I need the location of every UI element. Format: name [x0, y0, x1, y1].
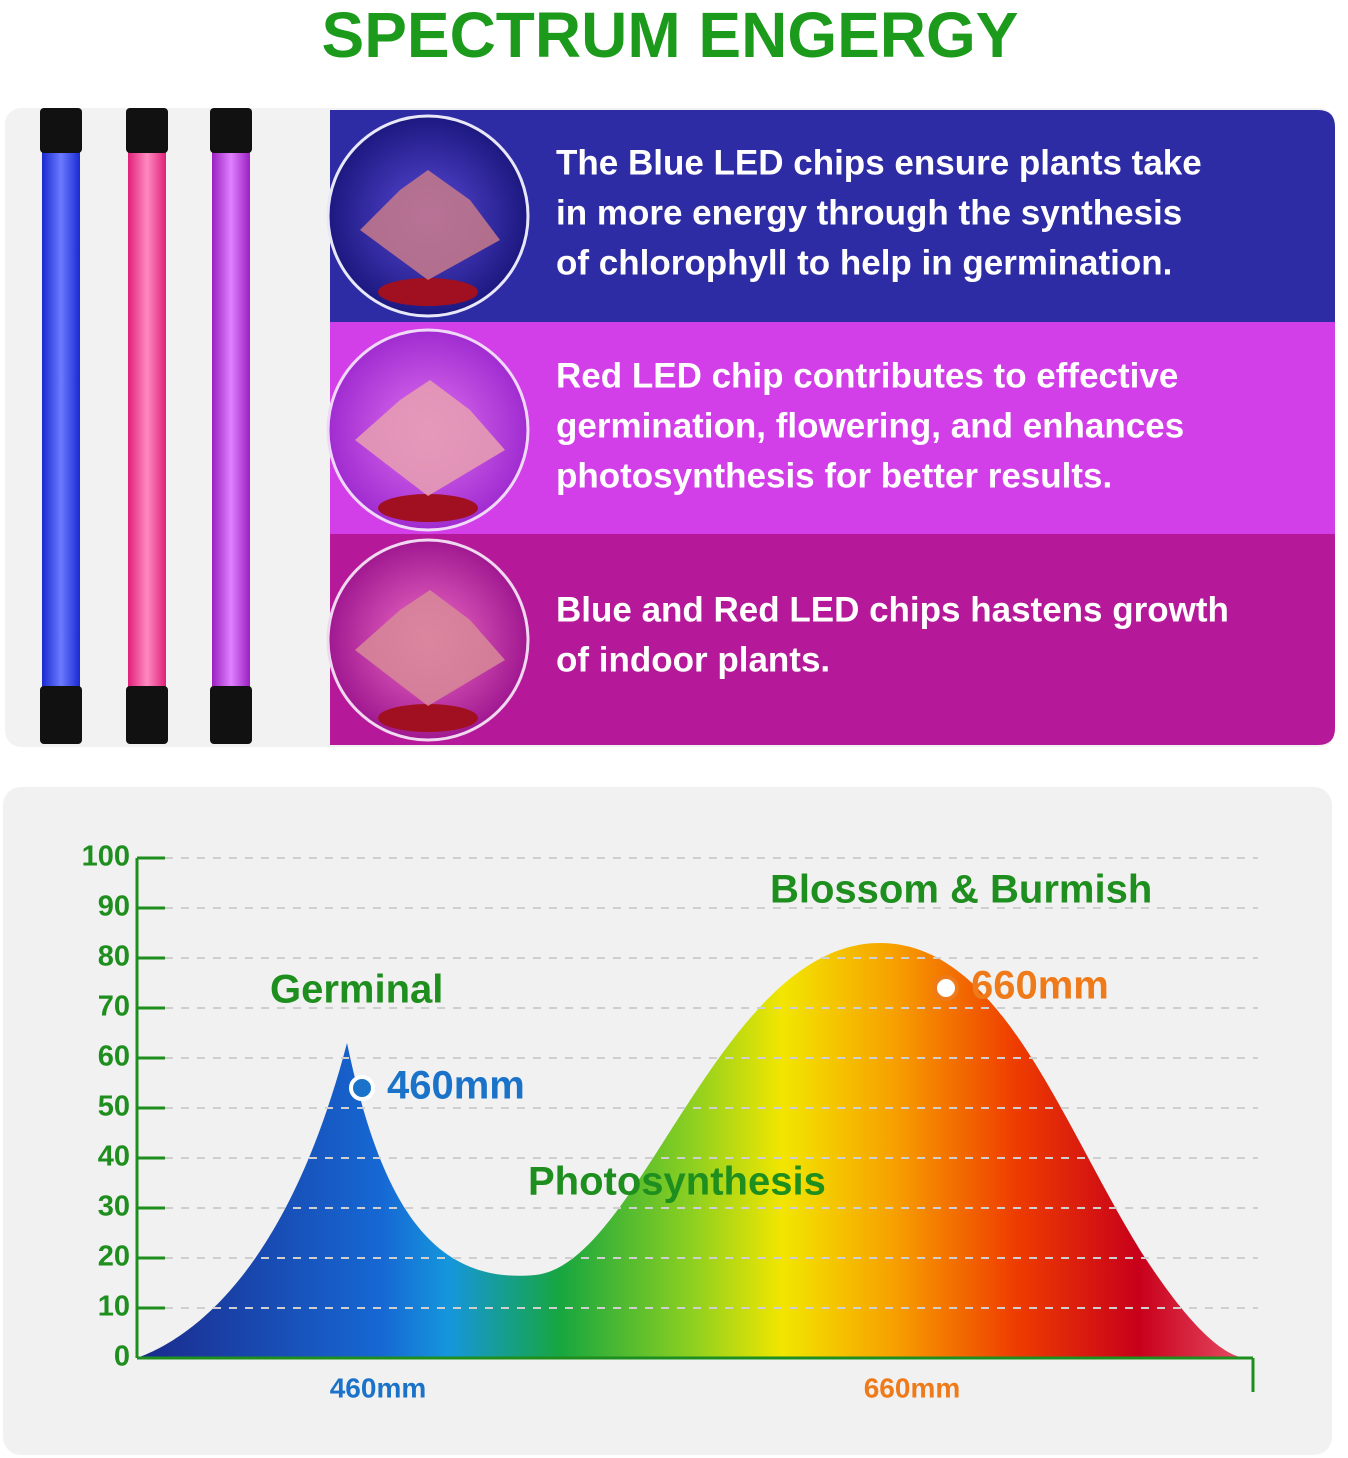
panel-text: of chlorophyll to help in germination. [556, 243, 1172, 282]
annotation: Photosynthesis [528, 1160, 826, 1204]
plant-leaves [360, 170, 500, 280]
plant-pot [378, 494, 478, 522]
panel-text: in more energy through the synthesis [556, 193, 1182, 232]
y-tick-label: 60 [98, 1041, 130, 1073]
y-tick-label: 40 [98, 1141, 130, 1173]
band-blue [330, 110, 1335, 322]
y-tick-label: 10 [98, 1291, 130, 1323]
y-tick-label: 20 [98, 1241, 130, 1273]
plant-leaves [355, 380, 505, 496]
y-tick-label: 30 [98, 1191, 130, 1223]
panel-text: Red LED chip contributes to effective [556, 356, 1178, 395]
marker-label: 460mm [387, 1064, 525, 1108]
tube-cap [40, 108, 82, 153]
x-tick-label: 460mm [330, 1372, 427, 1403]
y-tick-label: 100 [82, 841, 130, 873]
annotation: Germinal [270, 968, 443, 1012]
tubes [40, 108, 252, 744]
tube-mixed [212, 112, 250, 742]
marker-label: 660mm [971, 964, 1109, 1008]
y-tick-label: 0 [114, 1341, 130, 1373]
tube-cap [40, 686, 82, 744]
tube-cap [126, 108, 168, 153]
plant-pot [378, 704, 478, 732]
y-tick-label: 70 [98, 991, 130, 1023]
band-magenta [330, 534, 1335, 745]
panel-text: germination, flowering, and enhances [556, 406, 1184, 445]
led-panel: The Blue LED chips ensure plants take in … [5, 108, 1335, 747]
marker [349, 1075, 375, 1101]
marker [933, 975, 959, 1001]
tube-cap [210, 686, 252, 744]
tube-blue [42, 112, 80, 742]
chart-panel: 0 10 20 30 40 50 60 70 80 90 100 460mm 660mm Germinal… [3, 787, 1332, 1455]
tube-red [128, 112, 166, 742]
x-tick-label: 660mm [864, 1372, 961, 1403]
y-tick-label: 80 [98, 941, 130, 973]
panel-text: of indoor plants. [556, 640, 830, 679]
panel-text: photosynthesis for better results. [556, 456, 1112, 495]
spectrum-curve [137, 943, 1245, 1358]
panel-text: The Blue LED chips ensure plants take [556, 143, 1202, 182]
annotation: Blossom & Burmish [770, 868, 1152, 912]
chart: 0 10 20 30 40 50 60 70 80 90 100 460mm 660mm Germinal… [82, 841, 1258, 1403]
tube-cap [126, 686, 168, 744]
plant-pot [378, 278, 478, 306]
plant-leaves [355, 590, 505, 706]
page-title: SPECTRUM ENGERGY [322, 0, 1019, 71]
y-tick-label: 50 [98, 1091, 130, 1123]
panel-texts: The Blue LED chips ensure plants take in … [556, 143, 1229, 679]
tube-cap [210, 108, 252, 153]
plant-photos [326, 114, 530, 742]
panel-text: Blue and Red LED chips hastens growth [556, 590, 1229, 629]
y-tick-label: 90 [98, 891, 130, 923]
